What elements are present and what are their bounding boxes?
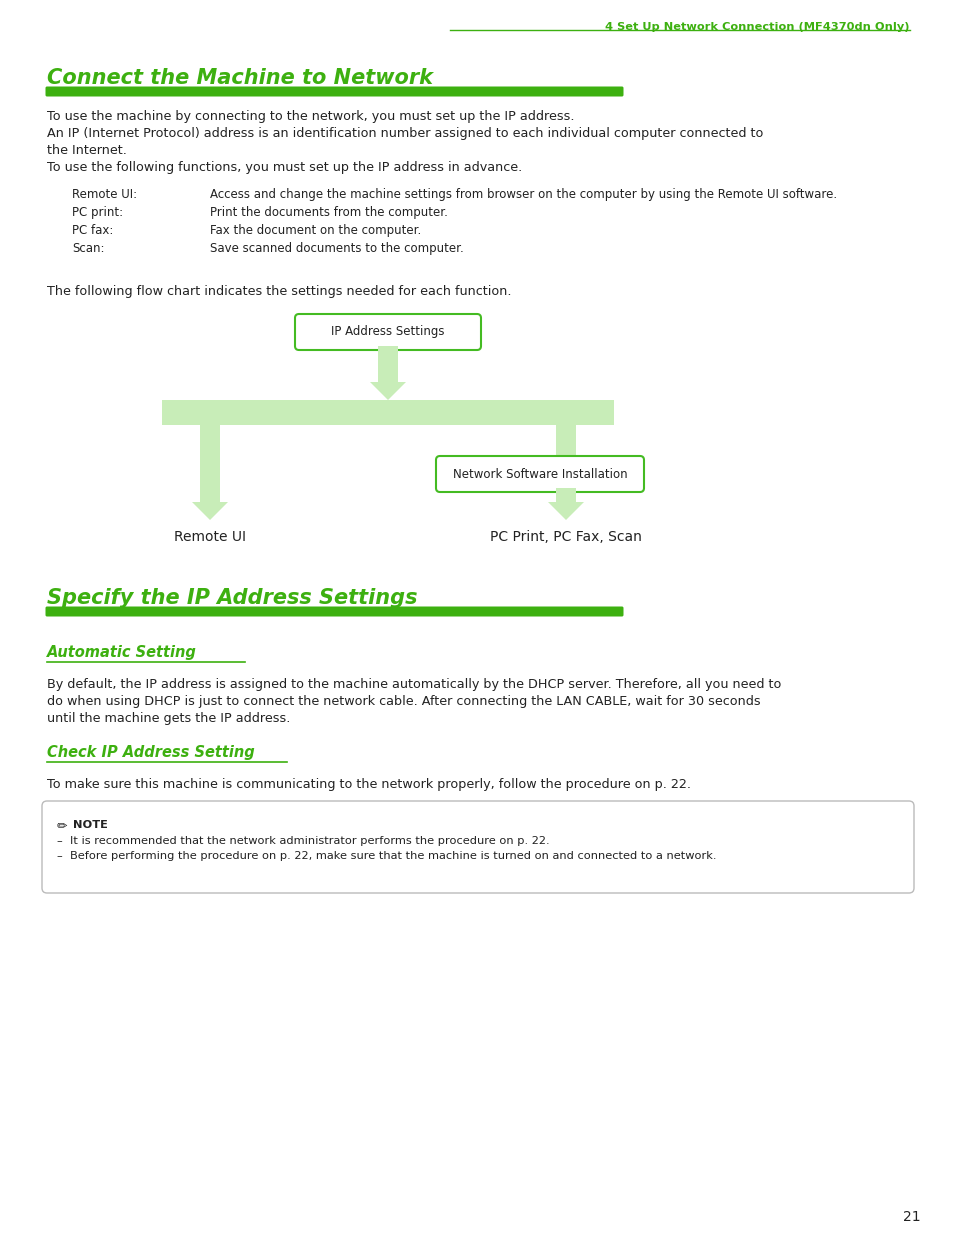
FancyArrow shape [192,425,228,520]
Text: To use the following functions, you must set up the IP address in advance.: To use the following functions, you must… [47,161,521,174]
FancyBboxPatch shape [46,606,623,616]
Text: To make sure this machine is communicating to the network properly, follow the p: To make sure this machine is communicati… [47,778,690,790]
Text: Print the documents from the computer.: Print the documents from the computer. [210,206,447,219]
Text: Check IP Address Setting: Check IP Address Setting [47,745,254,760]
FancyBboxPatch shape [46,86,623,96]
Text: ✏: ✏ [57,820,68,832]
Text: Access and change the machine settings from browser on the computer by using the: Access and change the machine settings f… [210,188,836,201]
Text: 4 Set Up Network Connection (MF4370dn Only): 4 Set Up Network Connection (MF4370dn On… [605,22,909,32]
Bar [162,400,614,425]
Text: Save scanned documents to the computer.: Save scanned documents to the computer. [210,242,463,254]
Text: Remote UI:: Remote UI: [71,188,137,201]
Text: An IP (Internet Protocol) address is an identification number assigned to each i: An IP (Internet Protocol) address is an … [47,127,762,140]
Text: IP Address Settings: IP Address Settings [331,326,444,338]
FancyBboxPatch shape [42,802,913,893]
FancyBboxPatch shape [294,314,480,350]
Text: Connect the Machine to Network: Connect the Machine to Network [47,68,433,88]
Text: By default, the IP address is assigned to the machine automatically by the DHCP : By default, the IP address is assigned t… [47,678,781,692]
Text: 21: 21 [902,1210,920,1224]
Text: Specify the IP Address Settings: Specify the IP Address Settings [47,588,417,608]
Bar [200,425,220,501]
Text: Scan:: Scan: [71,242,105,254]
Text: Fax the document on the computer.: Fax the document on the computer. [210,224,421,237]
FancyArrow shape [370,346,406,400]
Text: The following flow chart indicates the settings needed for each function.: The following flow chart indicates the s… [47,285,511,298]
Text: Automatic Setting: Automatic Setting [47,645,196,659]
FancyBboxPatch shape [436,456,643,492]
Text: until the machine gets the IP address.: until the machine gets the IP address. [47,713,290,725]
Text: Network Software Installation: Network Software Installation [453,468,627,480]
FancyArrow shape [547,488,583,520]
Text: PC print:: PC print: [71,206,123,219]
Text: PC fax:: PC fax: [71,224,113,237]
Text: NOTE: NOTE [73,820,108,830]
Text: do when using DHCP is just to connect the network cable. After connecting the LA: do when using DHCP is just to connect th… [47,695,760,708]
Text: To use the machine by connecting to the network, you must set up the IP address.: To use the machine by connecting to the … [47,110,574,124]
Text: PC Print, PC Fax, Scan: PC Print, PC Fax, Scan [490,530,641,543]
Text: –  It is recommended that the network administrator performs the procedure on p.: – It is recommended that the network adm… [57,836,549,846]
Text: Remote UI: Remote UI [173,530,246,543]
Text: the Internet.: the Internet. [47,144,127,157]
Bar [556,425,576,488]
Text: –  Before performing the procedure on p. 22, make sure that the machine is turne: – Before performing the procedure on p. … [57,851,716,861]
